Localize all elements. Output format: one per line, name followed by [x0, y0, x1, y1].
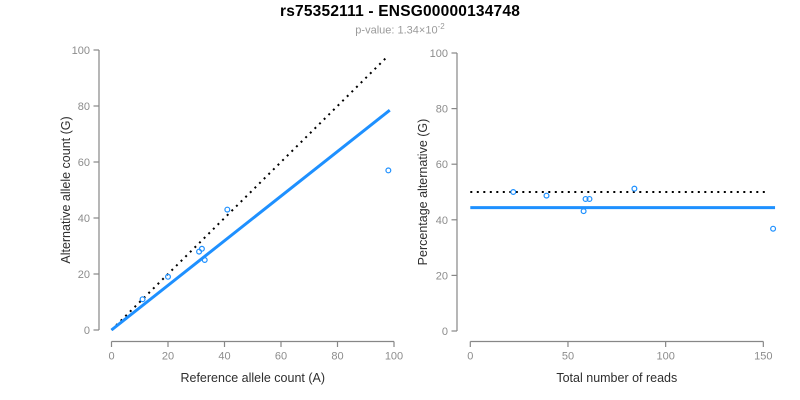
y-tick-label: 100 — [72, 45, 90, 57]
x-tick-label: 150 — [754, 351, 772, 363]
y-tick-label: 0 — [442, 326, 448, 338]
fit-line — [110, 109, 391, 332]
data-point — [770, 225, 777, 232]
x-tick-label: 0 — [467, 351, 473, 363]
right-plot: 0 20 40 60 80 100 0 50 100 150 Total number of rea… — [416, 48, 777, 385]
x-tick-label: 60 — [275, 351, 287, 363]
y-axis-title: Alternative allele count (G) — [59, 116, 73, 263]
data-point — [224, 206, 231, 213]
left-plot: 0 20 40 60 80 100 0 20 40 60 80 100 Reference allele… — [59, 45, 403, 385]
data-point — [385, 167, 392, 174]
y-tick-label: 20 — [78, 269, 90, 281]
x-tick-label: 20 — [162, 351, 174, 363]
y-tick-label: 100 — [430, 48, 448, 60]
data-point — [543, 192, 550, 199]
x-tick-label: 0 — [108, 351, 114, 363]
y-tick-label: 80 — [78, 101, 90, 113]
data-point — [586, 195, 593, 202]
figure-subtitle: p-value: 1.34×10-2 — [0, 22, 800, 37]
identity-line — [110, 56, 388, 331]
data-point — [582, 195, 589, 202]
pvalue-exponent: -2 — [437, 22, 445, 31]
y-axis-title: Percentage alternative (G) — [416, 119, 430, 266]
x-tick-label: 80 — [331, 351, 343, 363]
y-tick-label: 80 — [436, 104, 448, 116]
y-tick-label: 20 — [436, 270, 448, 282]
y-tick-label: 40 — [436, 215, 448, 227]
x-tick-label: 50 — [562, 351, 574, 363]
pvalue-text: p-value: 1.34×10 — [355, 24, 438, 37]
data-point — [165, 273, 172, 280]
data-point — [198, 245, 205, 252]
figure-title: rs75352111 - ENSG00000134748 — [279, 3, 521, 20]
x-axis-title: Total number of reads — [556, 371, 677, 385]
data-point — [196, 248, 203, 255]
x-tick-label: 100 — [656, 351, 674, 363]
data-point — [580, 208, 587, 215]
y-tick-label: 0 — [84, 325, 90, 337]
data-point — [139, 296, 146, 303]
x-tick-label: 40 — [218, 351, 230, 363]
data-point — [631, 185, 638, 192]
y-tick-label: 60 — [436, 159, 448, 171]
data-point — [510, 189, 517, 196]
y-tick-label: 40 — [78, 213, 90, 225]
x-axis-title: Reference allele count (A) — [180, 371, 325, 385]
data-point — [201, 257, 208, 264]
y-tick-label: 60 — [78, 157, 90, 169]
x-tick-label: 100 — [385, 351, 403, 363]
